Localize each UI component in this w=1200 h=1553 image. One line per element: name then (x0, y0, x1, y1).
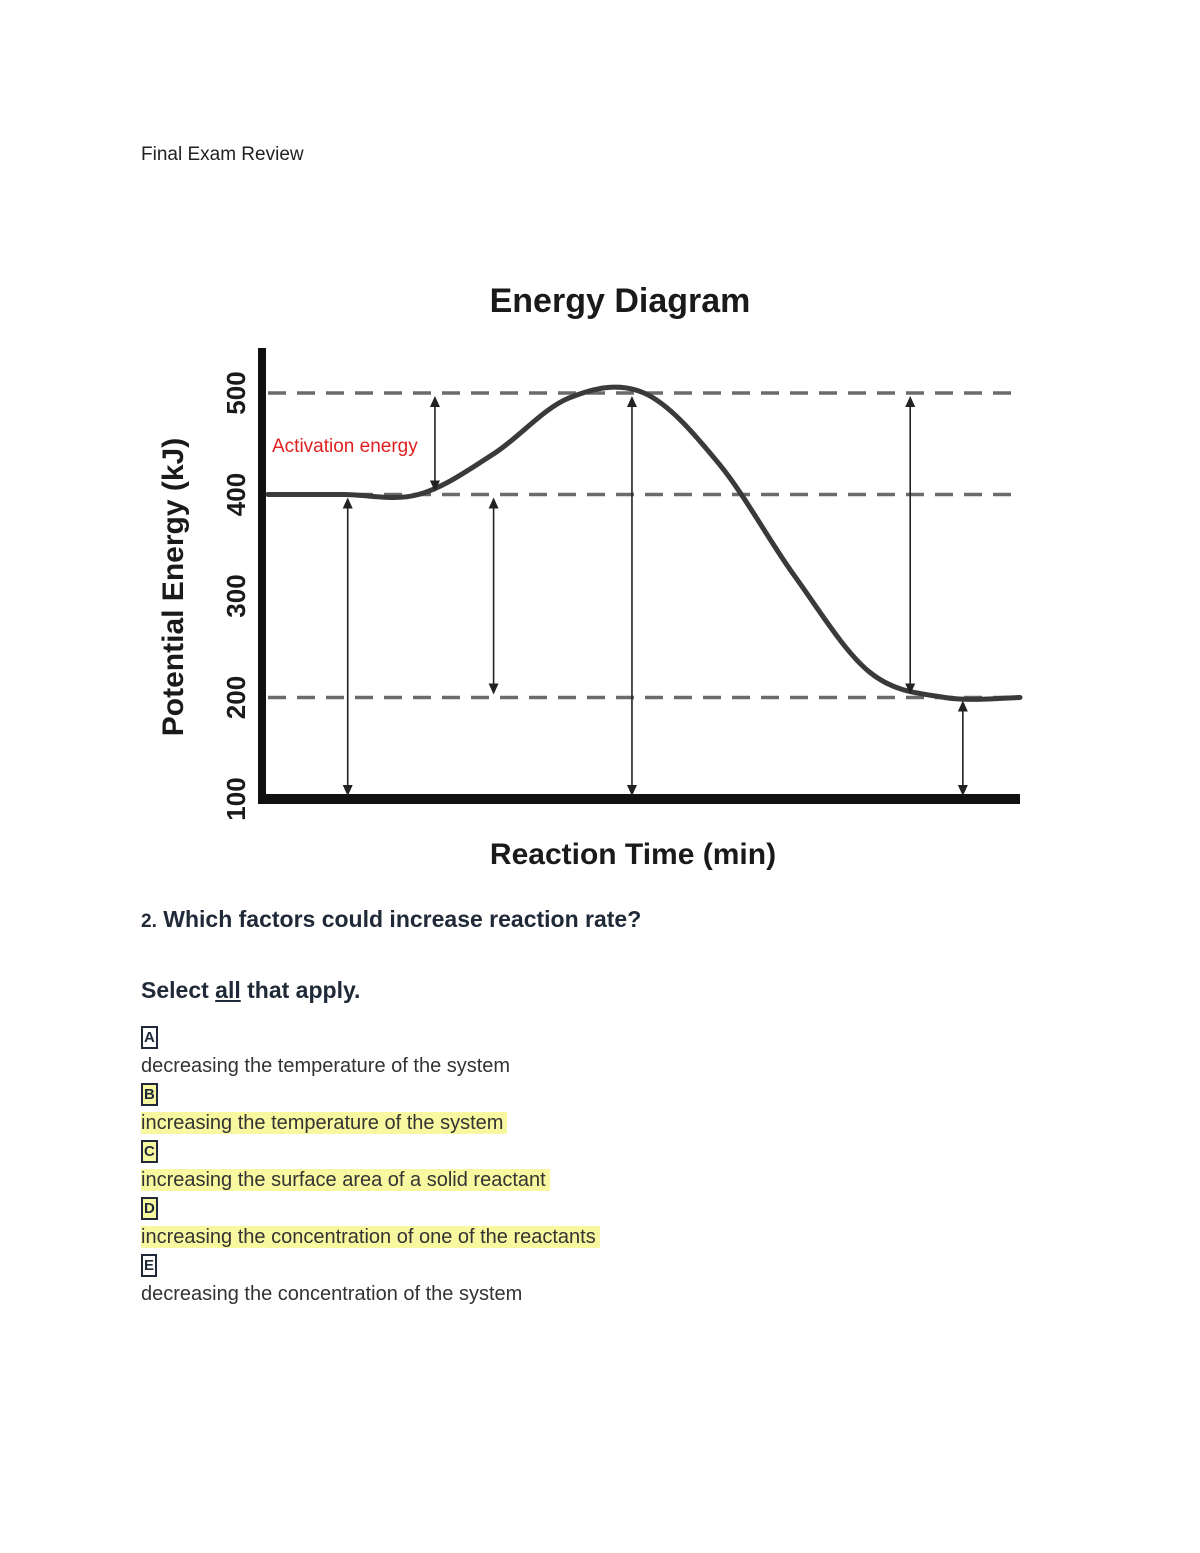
y-tick-label: 100 (221, 777, 251, 820)
chart-title: Energy Diagram (490, 282, 751, 320)
instruction-post: that apply. (240, 977, 361, 1003)
y-tick-label: 200 (221, 676, 251, 719)
instruction-pre: Select (141, 977, 216, 1003)
option-e[interactable]: E decreasing the concentration of the sy… (141, 1250, 1041, 1307)
energy-diagram: Energy Diagram Potential Energy (kJ) Rea… (157, 282, 1023, 871)
option-text: increasing the concentration of one of t… (141, 1226, 600, 1248)
option-d[interactable]: D increasing the concentration of one of… (141, 1193, 1041, 1250)
question-text: Which factors could increase reaction ra… (163, 906, 642, 932)
answer-options: A decreasing the temperature of the syst… (141, 1022, 1041, 1307)
question-number: 2. (141, 911, 157, 932)
question-2: 2. Which factors could increase reaction… (141, 906, 641, 933)
option-letter: D (141, 1197, 158, 1220)
option-letter: E (141, 1254, 158, 1277)
instruction: Select all that apply. (141, 977, 360, 1004)
option-c[interactable]: C increasing the surface area of a solid… (141, 1136, 1041, 1193)
option-letter: B (141, 1083, 158, 1106)
energy-curve (265, 384, 1023, 702)
enthalpy-change-arrow (488, 497, 499, 695)
reverse-activation-arrow (905, 396, 916, 695)
option-a[interactable]: A decreasing the temperature of the syst… (141, 1022, 1041, 1079)
option-letter: C (141, 1140, 158, 1163)
option-b[interactable]: B increasing the temperature of the syst… (141, 1079, 1041, 1136)
product-energy-arrow (957, 700, 968, 796)
y-tick-label: 500 (221, 371, 251, 414)
activation-energy-arrow (429, 396, 440, 492)
y-axis-label: Potential Energy (kJ) (157, 438, 190, 736)
transition-state-arrow (626, 396, 637, 796)
option-text: decreasing the temperature of the system (141, 1055, 511, 1077)
y-tick-label: 300 (221, 574, 251, 617)
document-title: Final Exam Review (141, 144, 304, 165)
y-tick-label: 400 (221, 473, 251, 516)
instruction-underlined: all (215, 977, 241, 1003)
option-text: decreasing the concentration of the syst… (141, 1283, 523, 1305)
option-text: increasing the temperature of the system (141, 1112, 508, 1134)
reactant-energy-arrow (342, 497, 353, 796)
option-letter: A (141, 1026, 158, 1049)
option-text: increasing the surface area of a solid r… (141, 1169, 550, 1191)
x-axis-label: Reaction Time (min) (490, 838, 776, 871)
activation-energy-label: Activation energy (272, 436, 418, 457)
